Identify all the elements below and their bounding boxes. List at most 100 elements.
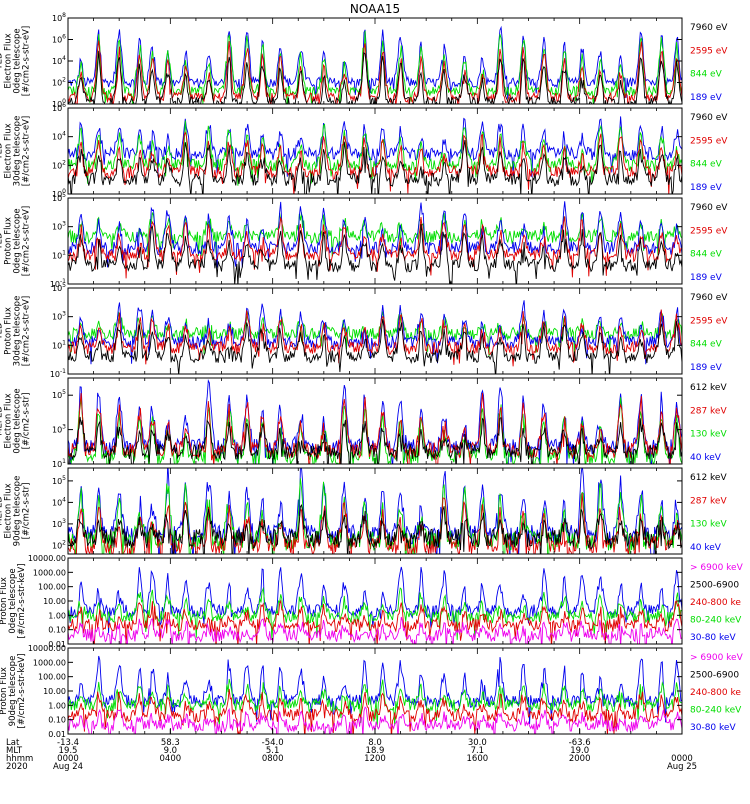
- y-axis-label-line: Proton Flux: [4, 217, 14, 265]
- legend-entry: 189 eV: [690, 363, 723, 373]
- legend-entry: 844 eV: [690, 160, 723, 170]
- x-tick-mlt: 19.5: [59, 746, 78, 756]
- series-line-80-240-kev: [68, 586, 682, 640]
- panel-frame: [67, 17, 683, 105]
- y-axis-label-line: Electron Flux: [4, 393, 14, 448]
- legend-entry: 130 keV: [690, 430, 727, 440]
- y-tick-label: 1.00: [48, 701, 66, 710]
- y-tick-label: 10.00: [43, 687, 66, 696]
- y-axis-label: TED Electron Flux 30deg telescope [#/cm2-s-…: [0, 116, 32, 187]
- series-line-2595-ev: [68, 216, 682, 279]
- series-line-844-ev: [68, 310, 682, 357]
- y-axis-label: TED Electron Flux 0deg telescope [#/cm2-s-s…: [0, 26, 32, 96]
- y-axis-label: MEPED Electron Flux 0deg telescope [#/cm2-s…: [0, 388, 32, 453]
- y-axis-label-line: TED: [0, 232, 5, 251]
- legend-entry: 2595 eV: [690, 136, 728, 146]
- x-row-label: hhmm: [6, 754, 33, 764]
- y-tick-label: 105: [52, 389, 66, 400]
- y-axis-label-line: TED: [0, 52, 5, 71]
- legend-entry: 2500-6900: [690, 671, 739, 681]
- y-axis-label: Proton Flux 0deg telescope [#/cm2-s-str-ke…: [0, 564, 27, 639]
- legend-entry: 189 eV: [690, 93, 723, 103]
- legend-entry: 2595 eV: [690, 46, 728, 56]
- legend-entry: 2500-6900: [690, 581, 739, 591]
- panel-7: 0.010.101.0010.00100.001000.0010000.00Pr…: [0, 554, 744, 649]
- x-tick-date: Aug 25: [667, 762, 697, 772]
- legend-entry: 2595 eV: [690, 316, 728, 326]
- x-tick-time: 0800: [262, 754, 284, 764]
- panel-series-group: [68, 300, 682, 374]
- panel-frame: [67, 197, 683, 285]
- series-line-7960-ev: [68, 224, 682, 284]
- x-tick-time: 1600: [467, 754, 489, 764]
- legend-entry: 287 keV: [690, 496, 727, 506]
- legend-entry: 40 keV: [690, 453, 722, 463]
- y-axis-label-line: [#/cm2-s-str-eV]: [22, 206, 32, 276]
- y-axis-label-line: 30deg telescope: [13, 116, 23, 187]
- legend-entry: > 6900 keV: [690, 653, 744, 663]
- legend-entry: 612 keV: [690, 383, 727, 393]
- y-tick-label: 100.00: [38, 673, 66, 682]
- series-line-240-800-ke: [68, 688, 682, 734]
- x-row-label: 2020: [6, 762, 28, 772]
- y-axis-label-line: Proton Flux: [4, 307, 14, 355]
- y-tick-label: 103: [52, 221, 66, 232]
- y-tick-label: 100.00: [38, 583, 66, 592]
- y-axis-label-line: TED: [0, 322, 5, 341]
- y-tick-label: 108: [52, 12, 66, 23]
- panel-series-group: [68, 25, 682, 104]
- x-row-label: Lat: [6, 738, 20, 748]
- y-tick-label: 105: [52, 192, 66, 203]
- panel-6: 102 103 104 105 MEPED Electron Flux 90deg tele…: [0, 467, 727, 555]
- y-tick-label: 0.01: [48, 730, 66, 739]
- legend-entry: 80-240 keV: [690, 616, 742, 626]
- y-axis-label-line: [#/cm2-s-str-eV]: [22, 116, 32, 186]
- series-line-844-ev: [68, 30, 682, 104]
- legend-entry: 287 keV: [690, 406, 727, 416]
- y-tick-label: 1000.00: [33, 568, 66, 577]
- legend-entry: 844 eV: [690, 340, 723, 350]
- series-line-287-kev: [68, 392, 682, 464]
- y-axis-label-line: [#/cm2-s-str-eV]: [22, 26, 32, 96]
- legend-entry: 30-80 keV: [690, 633, 736, 643]
- legend-entry: 844 eV: [690, 250, 723, 260]
- y-axis-label-line: TED: [0, 142, 5, 161]
- y-tick-label: 10000.00: [28, 644, 66, 653]
- x-tick-date: Aug 24: [53, 762, 83, 772]
- y-axis-label-line: 90deg telescope: [13, 476, 23, 547]
- panel-series-group: [68, 201, 682, 284]
- series-line--6900-kev: [68, 616, 682, 644]
- legend-entry: > 6900 keV: [690, 563, 744, 573]
- y-axis-label-line: Electron Flux: [4, 33, 14, 88]
- y-axis-label: MEPED Electron Flux 90deg telescope [#/cm2-…: [0, 476, 32, 547]
- y-tick-label: 1000.00: [33, 658, 66, 667]
- x-row-label: MLT: [6, 746, 23, 756]
- series-line-240-800-ke: [68, 599, 682, 644]
- x-tick-lat: 8.0: [368, 738, 382, 748]
- panel-4: 10-1 101 103 105 TED Proton Flux 30deg telesco…: [0, 282, 728, 379]
- legend-entry: 130 keV: [690, 520, 727, 530]
- x-tick-time: 2000: [569, 754, 591, 764]
- x-tick-lat: -54.0: [262, 738, 284, 748]
- y-tick-label: 105: [52, 282, 66, 293]
- legend-entry: 612 keV: [690, 473, 727, 483]
- y-tick-label: 101: [52, 249, 66, 260]
- x-tick-lat: -13.4: [57, 738, 79, 748]
- y-tick-label: 100: [52, 188, 66, 199]
- x-tick-mlt: 9.0: [164, 746, 178, 756]
- legend-entry: 7960 eV: [690, 23, 728, 33]
- y-tick-label: 101: [52, 339, 66, 350]
- y-tick-label: 10-1: [50, 368, 66, 379]
- y-tick-label: 102: [52, 77, 66, 88]
- y-axis-label-line: 0deg telescope: [13, 28, 23, 93]
- y-axis-label-line: MEPED: [0, 496, 5, 526]
- y-axis-label-line: 30deg telescope: [13, 296, 23, 367]
- y-axis-label-line: [#/cm2-s-str-eV]: [22, 296, 32, 366]
- y-tick-label: 103: [52, 424, 66, 435]
- series-line-7960-ev: [68, 318, 682, 374]
- x-tick-mlt: 7.1: [471, 746, 485, 756]
